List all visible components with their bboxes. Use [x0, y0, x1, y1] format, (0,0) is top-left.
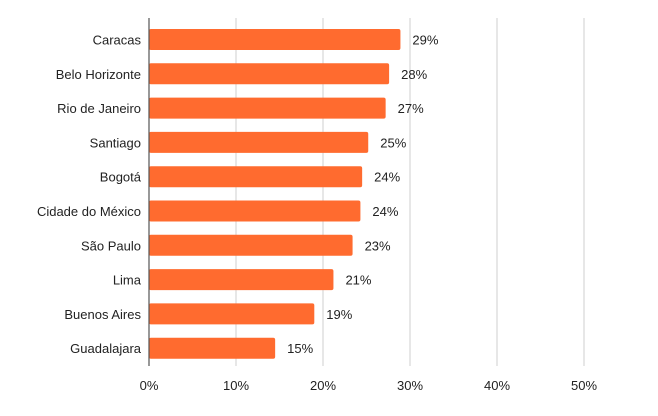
data-label: 25% — [380, 135, 406, 150]
bar — [149, 303, 315, 325]
bar — [149, 200, 361, 222]
x-tick-label: 50% — [571, 378, 597, 393]
category-label: Belo Horizonte — [56, 67, 141, 82]
category-label: Lima — [113, 273, 142, 288]
bar — [149, 234, 353, 256]
bar — [149, 131, 369, 153]
category-label: Cidade do México — [37, 204, 141, 219]
bar — [149, 29, 401, 50]
x-tick-label: 0% — [140, 378, 159, 393]
data-label: 24% — [372, 204, 398, 219]
x-tick-label: 10% — [223, 378, 249, 393]
bar — [149, 166, 363, 188]
bar — [149, 97, 386, 119]
data-label: 29% — [412, 33, 438, 48]
labels: 0% 10% 20% 30% 40% 50% Caracas 29% Belo Horizont… — [37, 33, 598, 394]
category-label: Caracas — [93, 33, 142, 48]
data-label: 19% — [326, 307, 352, 322]
bar — [149, 337, 276, 359]
x-tick-label: 20% — [310, 378, 336, 393]
bar — [149, 269, 334, 291]
data-label: 28% — [401, 67, 427, 82]
data-label: 24% — [374, 170, 400, 185]
bar — [149, 63, 390, 85]
category-label: São Paulo — [81, 238, 141, 253]
data-label: 15% — [287, 341, 313, 356]
bars — [149, 29, 401, 359]
category-label: Buenos Aires — [64, 307, 141, 322]
category-label: Rio de Janeiro — [57, 101, 141, 116]
category-label: Santiago — [90, 135, 141, 150]
data-label: 21% — [345, 273, 371, 288]
category-label: Bogotá — [100, 170, 142, 185]
data-label: 27% — [398, 101, 424, 116]
category-label: Guadalajara — [70, 341, 142, 356]
data-label: 23% — [365, 238, 391, 253]
x-tick-label: 40% — [484, 378, 510, 393]
x-tick-label: 30% — [397, 378, 423, 393]
